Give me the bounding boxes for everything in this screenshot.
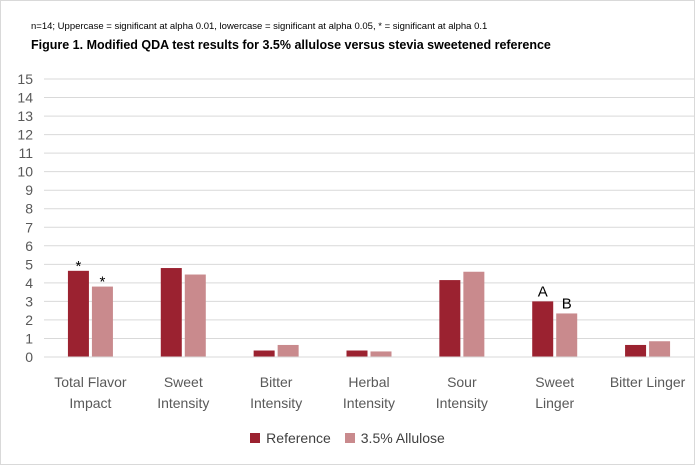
chart-note: n=14; Uppercase = significant at alpha 0… xyxy=(31,21,488,32)
bar-allulose xyxy=(463,271,485,357)
y-tick-label: 12 xyxy=(17,127,33,143)
x-tick-label: Bitter xyxy=(260,374,293,390)
x-tick-label: Intensity xyxy=(343,395,395,411)
x-tick-label: Impact xyxy=(69,395,111,411)
bar-reference xyxy=(160,268,182,357)
x-tick-label: Intensity xyxy=(436,395,488,411)
y-tick-label: 7 xyxy=(25,219,33,235)
bar-allulose xyxy=(277,344,299,357)
x-tick-label: Sweet xyxy=(164,374,203,390)
legend-item-allulose: 3.5% Allulose xyxy=(344,430,445,446)
x-tick-label: Bitter Linger xyxy=(610,374,686,390)
bar-reference xyxy=(253,350,275,357)
bar-allulose xyxy=(91,286,113,357)
legend-label-reference: Reference xyxy=(266,430,331,446)
bar-reference xyxy=(625,344,647,357)
legend-label-allulose: 3.5% Allulose xyxy=(360,430,445,446)
bar-reference xyxy=(67,270,89,357)
legend-swatch-reference xyxy=(250,433,261,443)
significance-label: * xyxy=(76,258,82,275)
y-tick-label: 15 xyxy=(17,71,33,87)
significance-label: A xyxy=(538,283,548,300)
chart-legend: Reference 3.5% Allulose xyxy=(0,430,695,446)
y-tick-label: 2 xyxy=(25,312,33,328)
y-tick-label: 10 xyxy=(17,164,33,180)
y-tick-label: 0 xyxy=(25,349,33,365)
x-tick-label: Sour xyxy=(447,374,477,390)
x-tick-label: Total Flavor xyxy=(54,374,127,390)
x-tick-label: Herbal xyxy=(348,374,389,390)
x-tick-label: Intensity xyxy=(157,395,209,411)
y-tick-label: 3 xyxy=(25,293,33,309)
bar-reference xyxy=(439,280,461,357)
x-tick-label: Linger xyxy=(535,395,574,411)
significance-label: * xyxy=(100,274,106,291)
bar-reference xyxy=(532,301,554,357)
y-tick-label: 5 xyxy=(25,256,33,272)
y-tick-label: 11 xyxy=(18,145,33,161)
y-tick-label: 4 xyxy=(25,275,33,291)
y-tick-label: 9 xyxy=(25,182,33,198)
chart-title: Figure 1. Modified QDA test results for … xyxy=(31,38,551,52)
bar-allulose xyxy=(649,341,671,357)
bar-reference xyxy=(346,350,368,357)
y-tick-label: 13 xyxy=(17,108,33,124)
y-tick-label: 14 xyxy=(17,90,33,106)
y-tick-label: 6 xyxy=(25,238,33,254)
significance-label: B xyxy=(562,295,572,312)
x-tick-label: Sweet xyxy=(535,374,574,390)
bar-allulose xyxy=(370,351,392,357)
x-tick-label: Intensity xyxy=(250,395,302,411)
bar-allulose xyxy=(184,274,206,357)
bar-allulose xyxy=(556,313,578,357)
legend-item-reference: Reference xyxy=(250,430,331,446)
y-tick-label: 1 xyxy=(25,330,33,346)
legend-swatch-allulose xyxy=(344,433,355,443)
y-tick-label: 8 xyxy=(25,201,33,217)
